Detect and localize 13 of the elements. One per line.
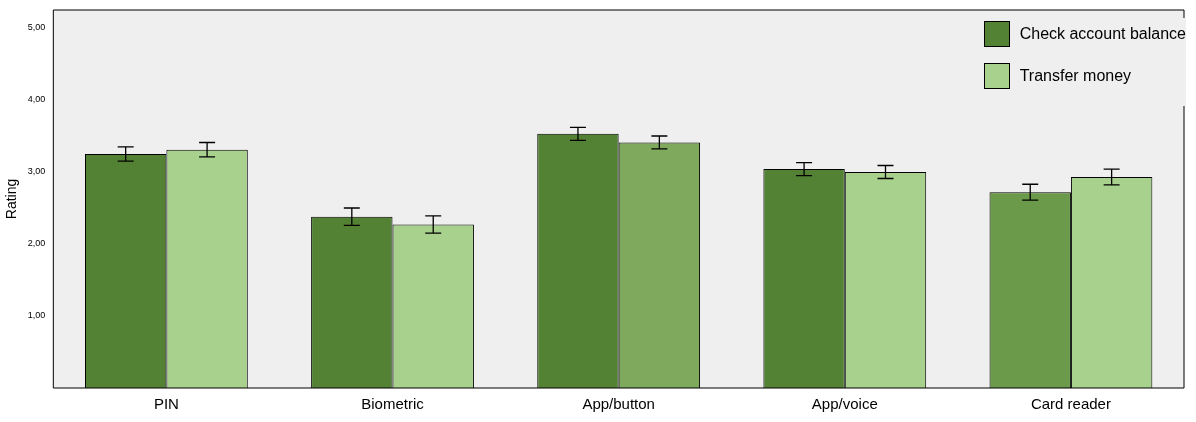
y-tick-label: 3,00 [27, 166, 46, 177]
y-tick-label: 2,00 [27, 238, 46, 249]
x-tick-label: Biometric [361, 395, 425, 413]
legend-label: Transfer money [1019, 67, 1132, 85]
y-axis-title: Rating [3, 178, 20, 220]
y-tick-label: 4,00 [27, 94, 46, 105]
legend-label: Check account balance [1019, 25, 1186, 43]
y-tick-label: 1,00 [27, 310, 46, 321]
x-tick-label: App/voice [811, 395, 878, 413]
x-tick-label: PIN [153, 395, 179, 413]
x-tick-label: Card reader [1030, 395, 1111, 413]
y-tick-label: 5,00 [27, 22, 46, 33]
x-tick-label: App/button [582, 395, 655, 413]
